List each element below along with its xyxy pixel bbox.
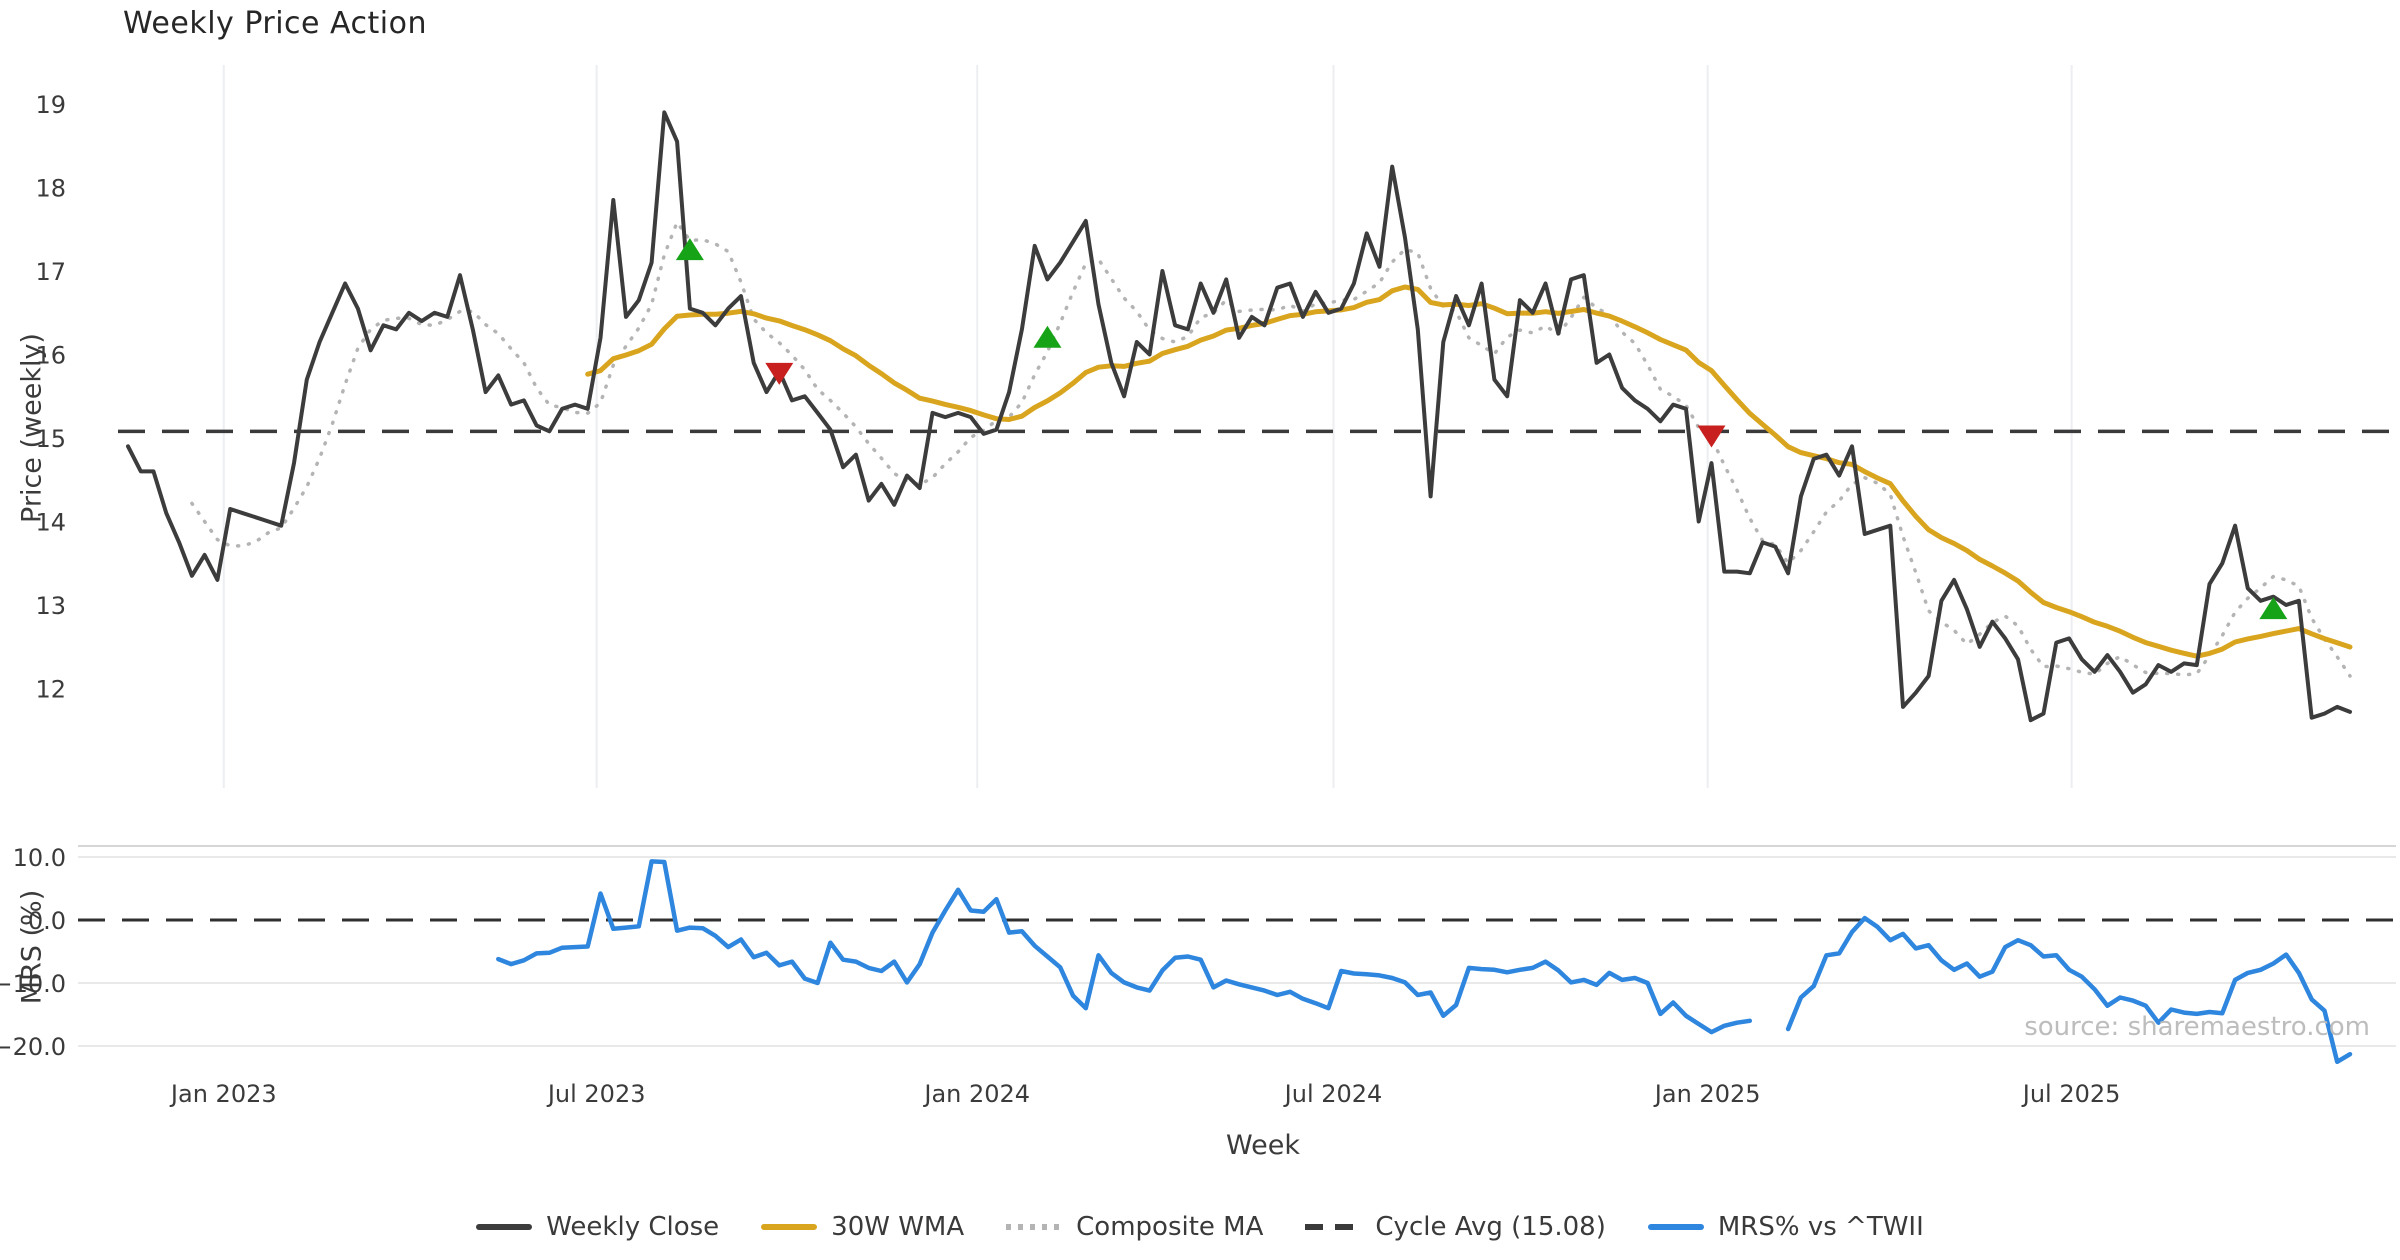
legend-swatch bbox=[1647, 1224, 1704, 1230]
legend-item-composite-ma: Composite MA bbox=[1006, 1212, 1263, 1242]
x-tick-label: Jan 2023 bbox=[169, 1080, 277, 1108]
legend-label: Cycle Avg (15.08) bbox=[1375, 1212, 1606, 1242]
wma-30w-line bbox=[585, 284, 2353, 659]
page-title: Weekly Price Action bbox=[123, 6, 427, 41]
legend-item-mrs-vs-twii: MRS% vs ^TWII bbox=[1647, 1212, 1924, 1242]
price-axis-title: Price (weekly) bbox=[16, 333, 48, 523]
mrs-y-tick-label: −10.0 bbox=[0, 970, 66, 998]
price-y-tick-label: 13 bbox=[35, 592, 66, 620]
legend-swatch bbox=[476, 1224, 533, 1230]
chart-legend: Weekly Close 30W WMA Composite MA Cycle Avg… bbox=[0, 1212, 2400, 1242]
x-tick-label: Jan 2024 bbox=[922, 1080, 1030, 1108]
legend-item-cycle-avg-15-08-: Cycle Avg (15.08) bbox=[1305, 1212, 1606, 1242]
price-y-tick-label: 19 bbox=[35, 91, 66, 119]
legend-label: Weekly Close bbox=[546, 1212, 720, 1242]
buy-signal-marker bbox=[675, 238, 704, 261]
mrs-line bbox=[496, 859, 2353, 1065]
week-axis-title: Week bbox=[1226, 1130, 1300, 1161]
legend-swatch bbox=[1006, 1224, 1063, 1230]
sell-signal-marker bbox=[1697, 425, 1726, 448]
price-y-tick-label: 15 bbox=[35, 425, 66, 453]
composite-ma-line bbox=[190, 220, 2352, 678]
x-tick-label: Jan 2025 bbox=[1653, 1080, 1761, 1108]
mrs-y-tick-label: 10.0 bbox=[13, 844, 66, 872]
price-y-tick-label: 12 bbox=[35, 676, 66, 704]
x-tick-label: Jul 2024 bbox=[1283, 1080, 1383, 1108]
legend-item-30w-wma: 30W WMA bbox=[761, 1212, 964, 1242]
buy-signal-marker bbox=[1033, 325, 1062, 348]
legend-item-weekly-close: Weekly Close bbox=[476, 1212, 719, 1242]
price-y-tick-label: 18 bbox=[35, 175, 66, 203]
buy-signal-marker bbox=[2259, 597, 2288, 620]
x-tick-label: Jul 2023 bbox=[546, 1080, 646, 1108]
legend-swatch bbox=[1305, 1224, 1362, 1230]
legend-swatch bbox=[761, 1224, 818, 1230]
price-y-tick-label: 14 bbox=[35, 509, 66, 537]
source-note: source: sharemaestro.com bbox=[2024, 1012, 2370, 1042]
mrs-y-tick-label: 0.0 bbox=[28, 907, 66, 935]
sell-signal-marker bbox=[765, 362, 794, 385]
weekly-close-line bbox=[126, 110, 2352, 723]
mrs-axis-title: MRS (%) bbox=[16, 889, 48, 1005]
x-tick-label: Jul 2025 bbox=[2021, 1080, 2121, 1108]
legend-label: 30W WMA bbox=[831, 1212, 965, 1242]
price-y-tick-label: 17 bbox=[35, 258, 66, 286]
mrs-y-tick-label: −20.0 bbox=[0, 1033, 66, 1061]
legend-label: Composite MA bbox=[1076, 1212, 1264, 1242]
legend-label: MRS% vs ^TWII bbox=[1717, 1212, 1924, 1242]
price-y-tick-label: 16 bbox=[35, 342, 66, 370]
